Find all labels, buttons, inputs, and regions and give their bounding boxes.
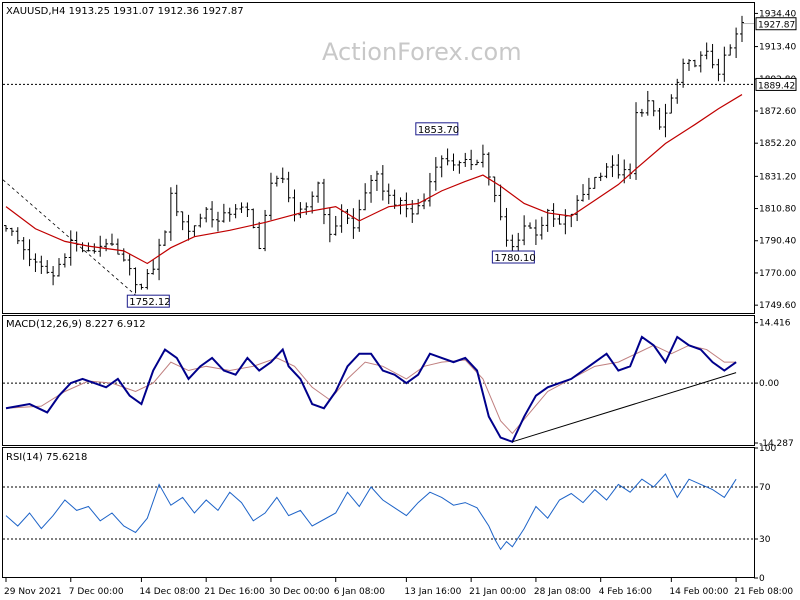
time-x-axis: 29 Nov 2021 7 Dec 00:00 14 Dec 08:00 21 Dec… xyxy=(4,578,793,597)
downtrend-line xyxy=(2,179,136,296)
x-tick-label: 21 Feb 08:00 xyxy=(734,587,793,597)
price-y-tick-label: 1790.40 xyxy=(759,237,796,247)
x-tick-label: 4 Feb 16:00 xyxy=(599,587,653,597)
rsi-y-axis: 100 70 30 0 xyxy=(754,444,776,584)
annotation-box xyxy=(415,122,459,136)
macd-signal-line xyxy=(5,344,737,435)
rsi-y-tick-label: 70 xyxy=(759,483,771,493)
x-tick-label: 14 Feb 00:00 xyxy=(669,587,728,597)
x-tick-label: 7 Dec 00:00 xyxy=(69,587,124,597)
price-tag-box xyxy=(755,17,797,31)
price-y-tick-label: 1913.40 xyxy=(759,43,796,53)
x-tick-label: 21 Dec 16:00 xyxy=(204,587,265,597)
price-bars xyxy=(4,15,744,294)
macd-trendline xyxy=(512,372,737,443)
rsi-line xyxy=(5,473,737,551)
price-y-tick-label: 1934.40 xyxy=(759,9,796,19)
price-y-tick-label: 1749.60 xyxy=(759,301,796,311)
price-y-axis: 1934.401913.401892.801872.601852.201831.… xyxy=(754,9,796,311)
rsi-panel-title: RSI(14) 75.6218 xyxy=(6,452,87,463)
watermark: ActionForex.com xyxy=(322,38,522,66)
price-panel-title: XAUUSD,H4 1913.25 1931.07 1912.36 1927.8… xyxy=(6,6,244,17)
annotation-box xyxy=(126,294,170,308)
resistance-level-line xyxy=(2,83,754,296)
price-y-tick-label: 1852.20 xyxy=(759,139,796,149)
macd-lines xyxy=(5,335,737,444)
price-y-tick-label: 1831.20 xyxy=(759,172,796,182)
macd-panel-frame xyxy=(2,315,755,446)
rsi-level-lines xyxy=(3,486,754,540)
macd-y-tick-label: -14.287 xyxy=(759,439,794,449)
price-y-tick-label: 1810.80 xyxy=(759,205,796,215)
moving-average xyxy=(5,94,743,265)
x-tick-label: 28 Jan 08:00 xyxy=(534,587,591,597)
price-tag-box xyxy=(755,77,797,91)
price-labels: 1927.87 1889.42 xyxy=(742,17,797,91)
moving-average-line xyxy=(5,94,743,265)
price-panel-frame xyxy=(2,2,755,314)
x-tick-label: 21 Jan 00:00 xyxy=(469,587,526,597)
price-y-tick-label: 1872.60 xyxy=(759,107,796,117)
x-tick-label: 6 Jan 08:00 xyxy=(334,587,386,597)
macd-line xyxy=(5,335,737,444)
x-tick-label: 14 Dec 08:00 xyxy=(139,587,200,597)
x-tick-label: 13 Jan 16:00 xyxy=(404,587,461,597)
annotation-box xyxy=(491,250,535,264)
price-tag-label: 1889.42 xyxy=(758,81,795,91)
annotation-label: 1853.70 xyxy=(418,125,459,136)
macd-y-tick-label: 0.00 xyxy=(759,379,779,389)
annotation-label: 1780.10 xyxy=(494,253,535,264)
macd-y-tick-label: 14.416 xyxy=(759,319,791,329)
macd-panel-title: MACD(12,26,9) 8.227 6.912 xyxy=(6,319,146,330)
rsi-y-tick-label: 30 xyxy=(759,535,771,545)
x-tick-label: 29 Nov 2021 xyxy=(4,587,62,597)
rsi-y-tick-label: 0 xyxy=(759,574,765,584)
rsi-line xyxy=(5,473,737,551)
x-tick-label: 30 Dec 00:00 xyxy=(269,587,330,597)
macd-y-axis: 14.416 0.00 -14.287 xyxy=(754,319,794,449)
annotation-label: 1752.12 xyxy=(129,297,170,308)
price-tag-label: 1927.87 xyxy=(758,21,795,31)
price-annotations: 1853.70 1780.10 1752.12 xyxy=(126,122,536,308)
price-y-tick-label: 1770.00 xyxy=(759,269,796,279)
rsi-panel-frame xyxy=(2,447,755,578)
rsi-y-tick-label: 100 xyxy=(759,444,776,454)
